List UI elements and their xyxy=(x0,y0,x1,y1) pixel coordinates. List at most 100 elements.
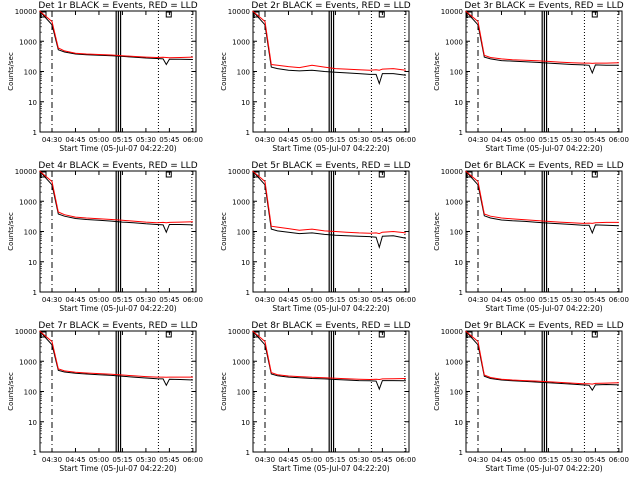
y-tick-label: 1 xyxy=(33,449,37,457)
chart-panel-1: Det 1r BLACK = Events, RED = LLD 1 10 100 10… xyxy=(7,1,203,153)
y-tick-label: 10 xyxy=(241,99,250,107)
chart-panel-6: Det 6r BLACK = Events, RED = LLD 1 10 100 10… xyxy=(433,161,629,313)
x-tick-label: 05:45 xyxy=(159,456,179,464)
y-axis-label: Counts/sec xyxy=(433,212,441,251)
y-tick-label: 100 xyxy=(450,229,463,237)
y-tick-label: 10 xyxy=(241,419,250,427)
marker-square xyxy=(253,331,260,338)
x-tick-label: 05:00 xyxy=(515,456,535,464)
y-tick-label: 100 xyxy=(24,389,37,397)
series-line-lld xyxy=(465,330,619,385)
x-tick-label: 04:30 xyxy=(468,456,488,464)
series-line-events xyxy=(39,170,193,234)
x-tick-label: 05:15 xyxy=(538,136,558,144)
x-axis-label: Start Time (05-Jul-07 04:22:20) xyxy=(272,144,389,153)
x-tick-label: 05:30 xyxy=(349,136,369,144)
chart-title: Det 1r BLACK = Events, RED = LLD xyxy=(38,1,197,11)
x-tick-label: 05:15 xyxy=(112,136,132,144)
y-tick-label: 10 xyxy=(28,99,37,107)
series-line-lld xyxy=(252,170,406,235)
x-tick-label: 04:45 xyxy=(65,456,85,464)
chart-title: Det 6r BLACK = Events, RED = LLD xyxy=(464,161,623,171)
y-tick-label: 10000 xyxy=(228,328,250,336)
y-tick-label: 10000 xyxy=(441,328,463,336)
series-line-events xyxy=(465,170,619,235)
y-tick-label: 1 xyxy=(33,129,37,137)
x-tick-label: 05:45 xyxy=(585,296,605,304)
x-tick-label: 04:45 xyxy=(491,296,511,304)
x-axis-label: Start Time (05-Jul-07 04:22:20) xyxy=(272,304,389,313)
marker-square xyxy=(466,331,473,338)
x-tick-label: 04:30 xyxy=(468,136,488,144)
x-tick-label: 05:00 xyxy=(89,296,109,304)
x-tick-label: 05:30 xyxy=(562,296,582,304)
x-tick-label: 06:00 xyxy=(609,456,629,464)
x-tick-label: 05:15 xyxy=(538,296,558,304)
x-tick-label: 05:30 xyxy=(136,296,156,304)
x-tick-label: 05:00 xyxy=(89,136,109,144)
x-tick-label: 05:45 xyxy=(159,296,179,304)
y-tick-label: 1 xyxy=(459,129,463,137)
marker-square xyxy=(591,171,598,178)
x-tick-label: 05:30 xyxy=(136,456,156,464)
x-tick-label: 04:45 xyxy=(278,456,298,464)
x-tick-label: 05:15 xyxy=(112,296,132,304)
series-line-lld xyxy=(39,170,193,224)
series-line-lld xyxy=(465,170,619,224)
x-tick-label: 06:00 xyxy=(183,456,203,464)
x-tick-label: 04:45 xyxy=(491,136,511,144)
series-line-lld xyxy=(39,10,193,59)
x-tick-label: 04:30 xyxy=(42,296,62,304)
y-tick-label: 10000 xyxy=(15,168,37,176)
y-tick-label: 1 xyxy=(246,289,250,297)
x-tick-label: 05:45 xyxy=(585,136,605,144)
marker-square xyxy=(378,11,385,18)
y-tick-label: 100 xyxy=(450,69,463,77)
series-line-events xyxy=(39,10,193,66)
y-tick-label: 100 xyxy=(237,69,250,77)
x-axis-label: Start Time (05-Jul-07 04:22:20) xyxy=(59,304,176,313)
y-tick-label: 10000 xyxy=(228,168,250,176)
y-tick-label: 1000 xyxy=(232,358,250,366)
x-tick-label: 04:45 xyxy=(278,136,298,144)
y-axis-label: Counts/sec xyxy=(7,52,15,91)
x-tick-label: 04:30 xyxy=(255,136,275,144)
x-tick-label: 04:30 xyxy=(255,296,275,304)
series-line-lld xyxy=(252,10,406,71)
marker-square xyxy=(378,171,385,178)
x-tick-label: 06:00 xyxy=(183,136,203,144)
x-tick-label: 05:00 xyxy=(302,296,322,304)
chart-title: Det 4r BLACK = Events, RED = LLD xyxy=(38,161,197,171)
x-tick-label: 05:15 xyxy=(325,296,345,304)
series-line-events xyxy=(39,330,193,387)
marker-square xyxy=(165,11,172,18)
y-tick-label: 10000 xyxy=(228,8,250,16)
x-tick-label: 06:00 xyxy=(609,136,629,144)
x-tick-label: 05:00 xyxy=(302,456,322,464)
x-tick-label: 05:15 xyxy=(325,136,345,144)
y-tick-label: 10000 xyxy=(441,168,463,176)
marker-square xyxy=(165,331,172,338)
y-tick-label: 10000 xyxy=(15,328,37,336)
x-tick-label: 04:45 xyxy=(65,136,85,144)
x-tick-label: 04:30 xyxy=(42,136,62,144)
series-line-events xyxy=(465,10,619,75)
x-tick-label: 05:30 xyxy=(349,296,369,304)
marker-square xyxy=(466,171,473,178)
y-tick-label: 10 xyxy=(28,419,37,427)
x-tick-label: 05:45 xyxy=(372,136,392,144)
y-axis-label: Counts/sec xyxy=(433,372,441,411)
chart-panel-5: Det 5r BLACK = Events, RED = LLD 1 10 100 10… xyxy=(220,161,416,313)
y-tick-label: 1 xyxy=(459,449,463,457)
x-axis-label: Start Time (05-Jul-07 04:22:20) xyxy=(272,464,389,473)
x-tick-label: 05:30 xyxy=(349,456,369,464)
marker-square xyxy=(591,331,598,338)
y-axis-label: Counts/sec xyxy=(7,372,15,411)
chart-title: Det 7r BLACK = Events, RED = LLD xyxy=(38,321,197,331)
x-tick-label: 04:30 xyxy=(468,296,488,304)
chart-title: Det 2r BLACK = Events, RED = LLD xyxy=(251,1,410,11)
chart-title: Det 5r BLACK = Events, RED = LLD xyxy=(251,161,410,171)
x-tick-label: 04:45 xyxy=(65,296,85,304)
x-tick-label: 06:00 xyxy=(396,456,416,464)
